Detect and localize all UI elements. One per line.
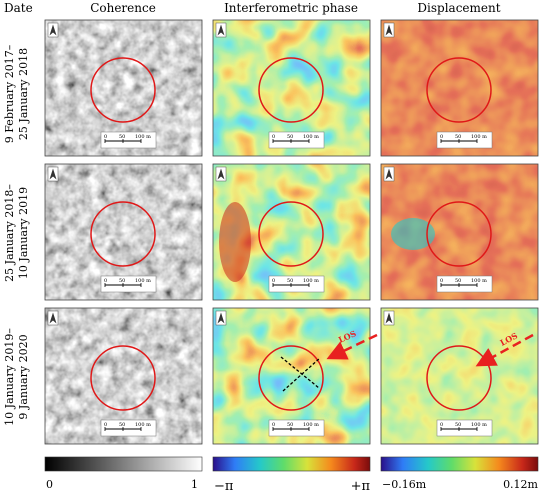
colorbar-phase-max: +π [351, 479, 371, 494]
svg-text:0: 0 [104, 422, 107, 428]
svg-text:100 m: 100 m [471, 134, 487, 140]
north-arrow-icon [47, 166, 59, 182]
north-arrow-icon [383, 166, 395, 182]
svg-text:50: 50 [287, 134, 293, 140]
study-area-circle [258, 201, 324, 267]
map-panel-coherence-row3: 0 50 100 m [44, 307, 203, 445]
north-arrow-icon [383, 310, 395, 326]
svg-text:50: 50 [119, 278, 125, 284]
svg-text:0: 0 [440, 422, 443, 428]
row-label-1: 9 February 2017– 25 January 2018 [3, 44, 30, 143]
study-area-circle [426, 201, 492, 267]
svg-text:9 January 2020: 9 January 2020 [17, 334, 30, 419]
svg-text:50: 50 [455, 422, 461, 428]
scale-bar: 0 50 100 m [268, 275, 325, 293]
svg-text:0: 0 [104, 278, 107, 284]
study-area-circle [426, 345, 492, 411]
map-panel-displacement-row3: 0 50 100 m [380, 307, 539, 445]
column-title-coherence: Coherence [90, 1, 156, 15]
study-area-circle [258, 57, 324, 123]
study-area-circle [90, 345, 156, 411]
scale-bar: 0 50 100 m [268, 131, 325, 149]
north-arrow-icon [215, 22, 227, 38]
colorbar-displacement-min: −0.16m [382, 478, 427, 491]
colorbar-coherence [44, 456, 203, 472]
svg-text:100 m: 100 m [135, 278, 151, 284]
north-arrow-icon [47, 310, 59, 326]
scale-bar: 0 50 100 m [100, 275, 157, 293]
scale-bar: 0 50 100 m [436, 419, 493, 437]
svg-text:0: 0 [440, 278, 443, 284]
svg-text:100 m: 100 m [303, 278, 319, 284]
svg-text:100 m: 100 m [471, 422, 487, 428]
study-area-circle [90, 201, 156, 267]
svg-text:25 January 2018: 25 January 2018 [17, 48, 30, 140]
svg-text:9 February 2017–: 9 February 2017– [3, 44, 16, 143]
svg-text:100 m: 100 m [471, 278, 487, 284]
scale-bar: 0 50 100 m [268, 419, 325, 437]
profile-lines [280, 356, 321, 392]
scale-bar: 0 50 100 m [436, 131, 493, 149]
map-panel-displacement-row2: 0 50 100 m [380, 163, 539, 301]
svg-text:0: 0 [272, 134, 275, 140]
map-panel-coherence-row2: 0 50 100 m [44, 163, 203, 301]
colorbar-coherence-max: 1 [191, 478, 198, 491]
svg-text:0: 0 [104, 134, 107, 140]
svg-text:0: 0 [440, 134, 443, 140]
map-panel-phase-row2: 0 50 100 m [212, 163, 371, 301]
column-title-displacement: Displacement [417, 1, 500, 15]
svg-text:50: 50 [287, 278, 293, 284]
svg-text:50: 50 [455, 134, 461, 140]
map-panel-phase-row1: 0 50 100 m [212, 19, 371, 157]
svg-text:100 m: 100 m [135, 422, 151, 428]
study-area-circle [258, 345, 324, 411]
colorbar-coherence-min: 0 [46, 478, 53, 491]
svg-text:50: 50 [287, 422, 293, 428]
svg-text:10 January 2019: 10 January 2019 [17, 187, 30, 279]
north-arrow-icon [383, 22, 395, 38]
colorbar-displacement-max: 0.12m [503, 478, 538, 491]
svg-text:25 January 2018–: 25 January 2018– [3, 184, 16, 282]
scale-bar: 0 50 100 m [436, 275, 493, 293]
study-area-circle [90, 57, 156, 123]
svg-text:0: 0 [272, 422, 275, 428]
column-title-phase: Interferometric phase [224, 1, 358, 15]
colorbar-phase [212, 456, 371, 472]
north-arrow-icon [215, 166, 227, 182]
scale-bar: 0 50 100 m [100, 131, 157, 149]
map-panel-phase-row3: 0 50 100 m [212, 307, 371, 445]
svg-text:100 m: 100 m [135, 134, 151, 140]
north-arrow-icon [47, 22, 59, 38]
north-arrow-icon [215, 310, 227, 326]
study-area-circle [426, 57, 492, 123]
svg-text:10 January 2019–: 10 January 2019– [3, 328, 16, 426]
row-label-3: 10 January 2019– 9 January 2020 [3, 328, 30, 426]
row-label-2: 25 January 2018– 10 January 2019 [3, 184, 30, 282]
svg-text:0: 0 [272, 278, 275, 284]
map-panel-displacement-row1: 0 50 100 m [380, 19, 539, 157]
colorbar-displacement [380, 456, 539, 472]
svg-text:100 m: 100 m [303, 422, 319, 428]
svg-text:50: 50 [119, 422, 125, 428]
svg-text:100 m: 100 m [303, 134, 319, 140]
svg-text:50: 50 [119, 134, 125, 140]
svg-text:50: 50 [455, 278, 461, 284]
date-column-header: Date [4, 1, 33, 15]
colorbar-phase-min: −π [214, 479, 234, 494]
scale-bar: 0 50 100 m [100, 419, 157, 437]
map-panel-coherence-row1: 0 50 100 m [44, 19, 203, 157]
